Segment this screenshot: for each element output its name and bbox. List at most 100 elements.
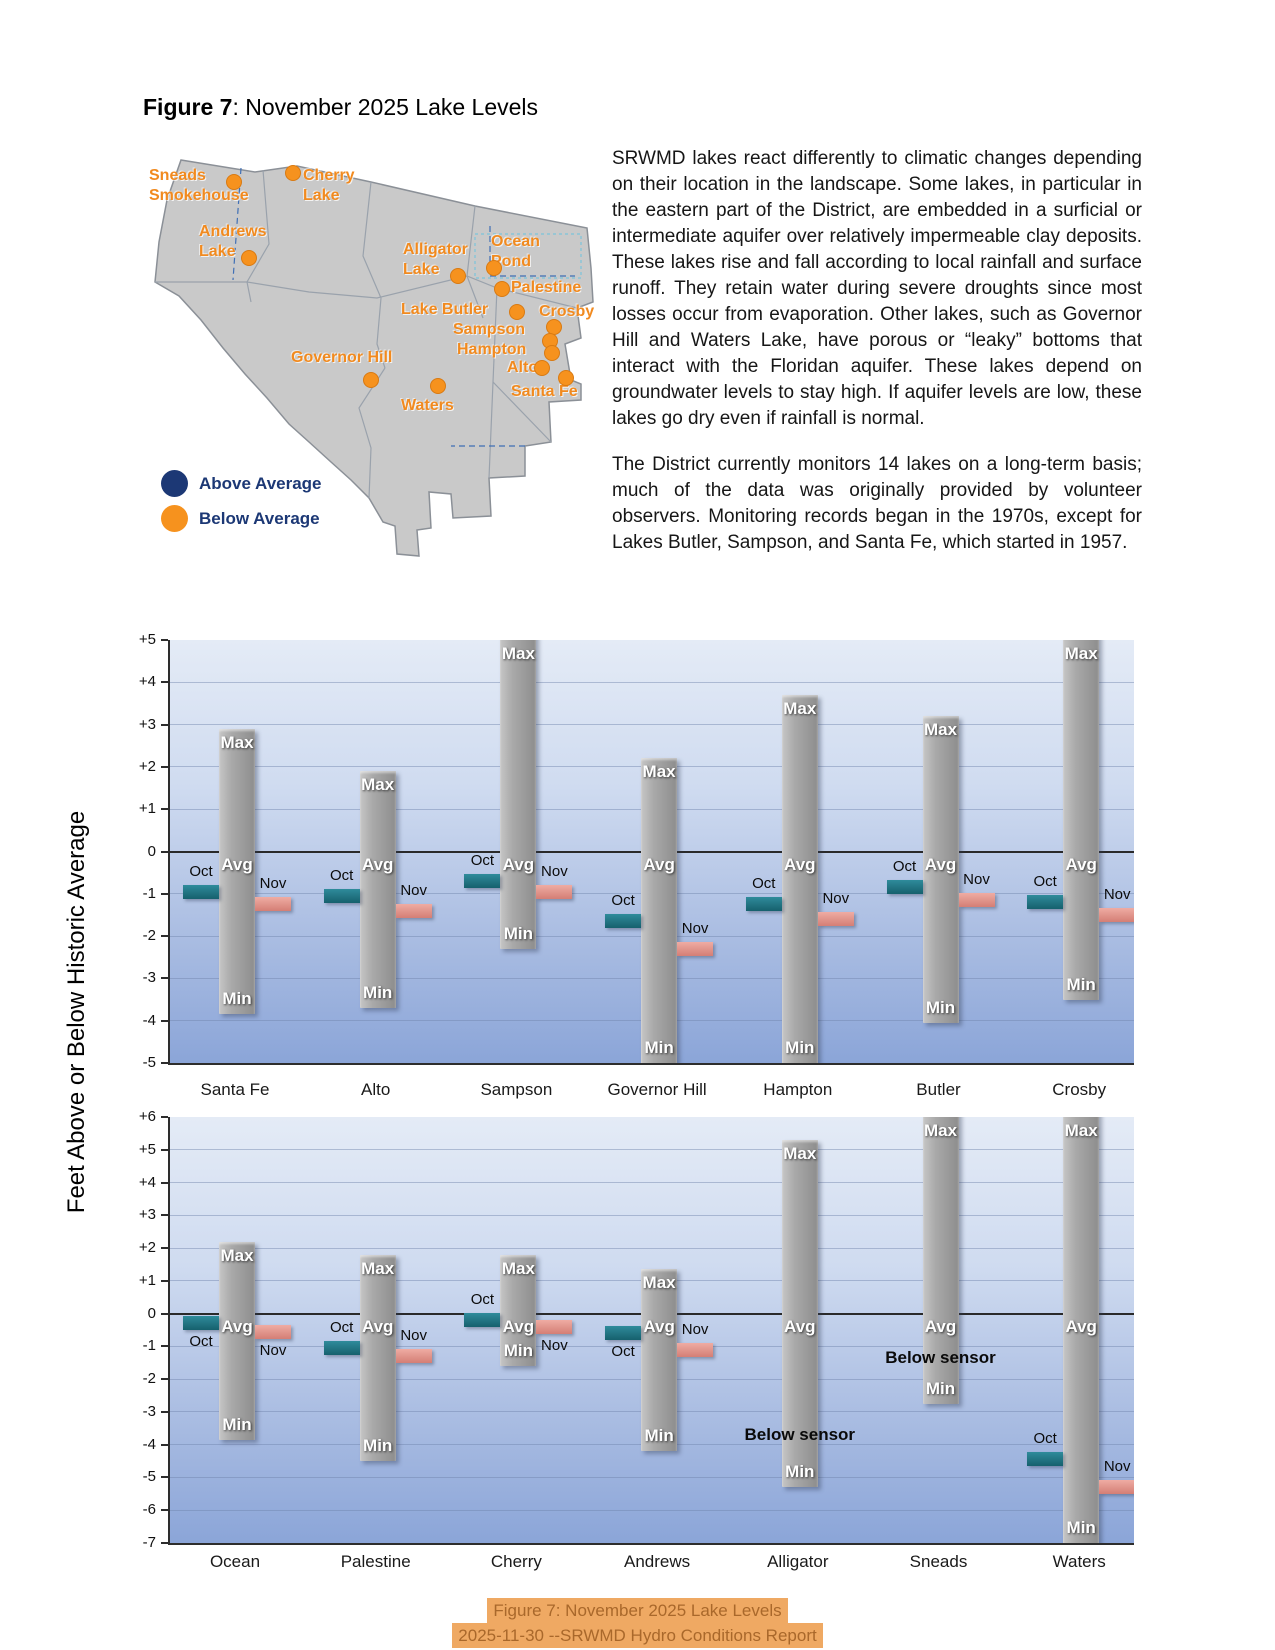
ytick-label--4: -4 [142,1011,156,1029]
gridline-4 [170,681,1134,683]
map-dot-waters [430,378,446,394]
min-label-palestine: Min [363,1436,393,1456]
oct-bar-butler [886,880,923,895]
ytick-mark-+1 [161,808,168,811]
min-label-santa-fe: Min [222,989,252,1009]
avg-label-palestine: Avg [361,1316,394,1336]
map-label-governor-hill: Governor Hill [291,349,393,366]
ytick-label-+3: +3 [138,1206,156,1224]
avg-label-santa-fe: Avg [221,854,253,874]
ytick-label-0: 0 [147,1304,156,1322]
ytick-mark--2 [161,935,168,938]
ytick-label-+2: +2 [138,757,156,775]
oct-bar-ocean [183,1316,219,1331]
map-dot-andrews-lake [241,250,257,266]
nov-label-andrews: Nov [681,1320,709,1338]
ytick-mark--7 [161,1542,168,1544]
avg-label-alto: Avg [361,854,394,874]
ytick-mark--4 [161,1019,168,1022]
map-dot-sneads-smokehouse [226,174,242,190]
range-bar-santa-fe [219,728,255,1015]
min-label-sampson: Min [503,923,534,943]
ytick-label--5: -5 [142,1054,156,1071]
nov-label-santa-fe: Nov [259,875,287,893]
range-bar-alligator [781,1139,818,1488]
figure-title-text: : November 2025 Lake Levels [232,94,539,120]
min-label-waters: Min [1066,1518,1096,1537]
category-label-ocean: Ocean [209,1552,261,1571]
max-label-waters: Max [1064,1121,1098,1140]
ytick-label-+2: +2 [138,1239,156,1257]
range-bar-sneads [922,1117,959,1404]
category-label-sampson: Sampson [480,1080,553,1099]
max-label-ocean: Max [220,1245,254,1265]
min-label-alligator: Min [785,1462,815,1482]
oct-label-crosby: Oct [1033,873,1057,891]
category-label-alto: Alto [361,1080,391,1099]
district-boundary-lines [232,167,575,447]
category-label-sneads: Sneads [909,1552,968,1571]
category-label-cherry: Cherry [490,1552,542,1571]
above-average-label: Above Average [199,473,322,493]
intro-paragraph-1: SRWMD lakes react differently to climati… [612,148,1142,429]
ytick-mark--5 [161,1476,168,1479]
ocean-pond-inset-box [474,233,582,279]
ytick-label-+1: +1 [138,1271,156,1289]
ytick-mark--6 [161,1509,168,1512]
max-label-palestine: Max [361,1258,395,1278]
ytick-label--6: -6 [142,1501,156,1519]
intro-text: SRWMD lakes react differently to climati… [612,146,1142,556]
min-label-crosby: Min [1066,974,1096,994]
nov-bar-cherry [536,1319,573,1334]
avg-label-sampson: Avg [502,854,535,874]
oct-label-palestine: Oct [330,1319,354,1337]
max-label-crosby: Max [1064,644,1098,663]
page-footer: Figure 7: November 2025 Lake Levels 2025… [0,1598,1275,1648]
nov-label-alto: Nov [400,881,428,899]
range-bar-waters [1063,1117,1100,1543]
oct-label-andrews: Oct [611,1343,635,1361]
nov-bar-palestine [395,1349,432,1364]
map-label-crosby: Crosby [539,303,595,320]
category-label-palestine: Palestine [340,1552,411,1571]
district-lakes-map: Sneads Smokehouse Cherry Lake Andrews Lake All… [145,150,605,560]
min-label-governor-hill: Min [644,1038,674,1057]
gridline--6 [170,1509,1134,1511]
range-bar-crosby [1063,640,1100,1000]
ytick-label--2: -2 [142,1370,156,1388]
max-label-alligator: Max [783,1143,817,1163]
gridline--5 [170,1476,1134,1478]
oct-label-governor-hill: Oct [611,892,635,910]
below-sensor-note-alligator: Below sensor [744,1424,856,1444]
nov-bar-ocean [255,1324,291,1339]
range-bar-sampson [500,640,537,949]
range-bar-andrews [641,1269,678,1452]
category-label-governor-hill: Governor Hill [607,1080,707,1099]
below-sensor-note-sneads: Below sensor [885,1347,996,1367]
map-dot-governor-hill [363,372,379,388]
ytick-mark-+4 [161,681,168,684]
ytick-mark-+5 [161,639,168,641]
oct-bar-waters [1027,1452,1064,1467]
min-label-alto: Min [363,983,393,1002]
nov-bar-alto [395,903,432,918]
ytick-mark-0 [161,1312,168,1315]
ytick-mark-+3 [161,1214,168,1217]
oct-label-butler: Oct [892,858,917,876]
map-dot-ocean-pond [486,260,502,276]
ytick-mark-+1 [161,1279,168,1282]
map-label-cherry-lake: Cherry Lake [303,167,355,204]
chart-0-plot-area: Max Avg Min Oct Nov Max Avg Min Oct Nov Max Avg Min O… [168,640,1134,1065]
footer-caption: Figure 7: November 2025 Lake Levels [487,1598,788,1623]
map-label-santa-fe: Santa Fe [511,383,578,400]
oct-label-santa-fe: Oct [189,862,213,880]
avg-label-butler: Avg [924,854,957,874]
map-label-alligator-lake: Alligator Lake [403,241,468,278]
intro-paragraph-2: The District currently monitors 14 lakes… [612,454,1142,553]
y-axis-title: Feet Above or Below Historic Average [63,810,90,1214]
ytick-mark-+5 [161,1148,168,1151]
max-label-andrews: Max [642,1273,676,1293]
nov-label-ocean: Nov [259,1341,287,1359]
avg-label-crosby: Avg [1065,854,1097,874]
ytick-label-0: 0 [147,842,156,860]
